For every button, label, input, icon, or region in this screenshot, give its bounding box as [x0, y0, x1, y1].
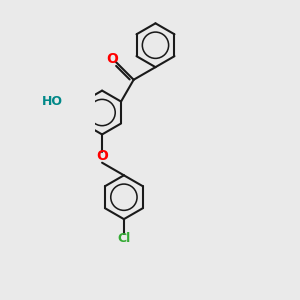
Text: O: O — [96, 149, 108, 163]
Text: O: O — [106, 52, 119, 65]
Text: Cl: Cl — [117, 232, 130, 244]
Text: HO: HO — [42, 95, 63, 108]
